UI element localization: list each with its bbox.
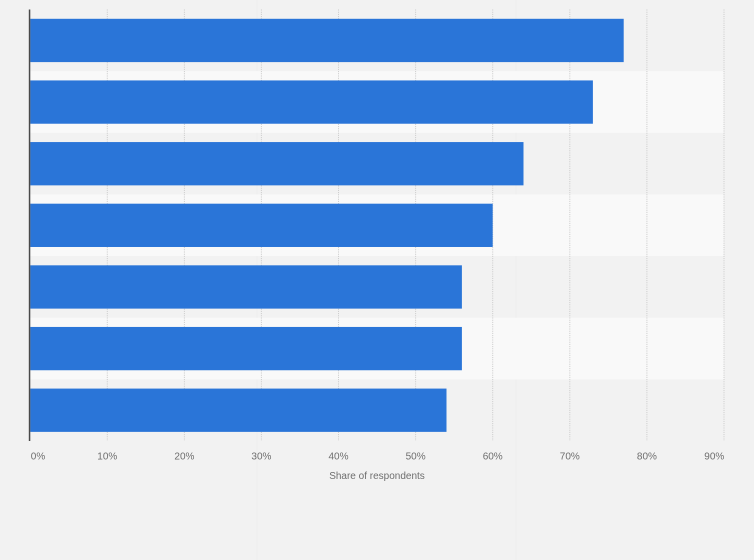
svg-text:70%: 70% [560,452,580,463]
svg-text:40%: 40% [328,452,348,463]
svg-text:0%: 0% [31,452,46,463]
svg-text:Share of respondents: Share of respondents [329,471,425,482]
svg-text:50%: 50% [406,452,426,463]
svg-text:30%: 30% [251,452,271,463]
svg-text:10%: 10% [97,452,117,463]
svg-text:90%: 90% [704,452,724,463]
svg-text:80%: 80% [637,452,657,463]
svg-text:60%: 60% [483,452,503,463]
svg-text:20%: 20% [174,452,194,463]
